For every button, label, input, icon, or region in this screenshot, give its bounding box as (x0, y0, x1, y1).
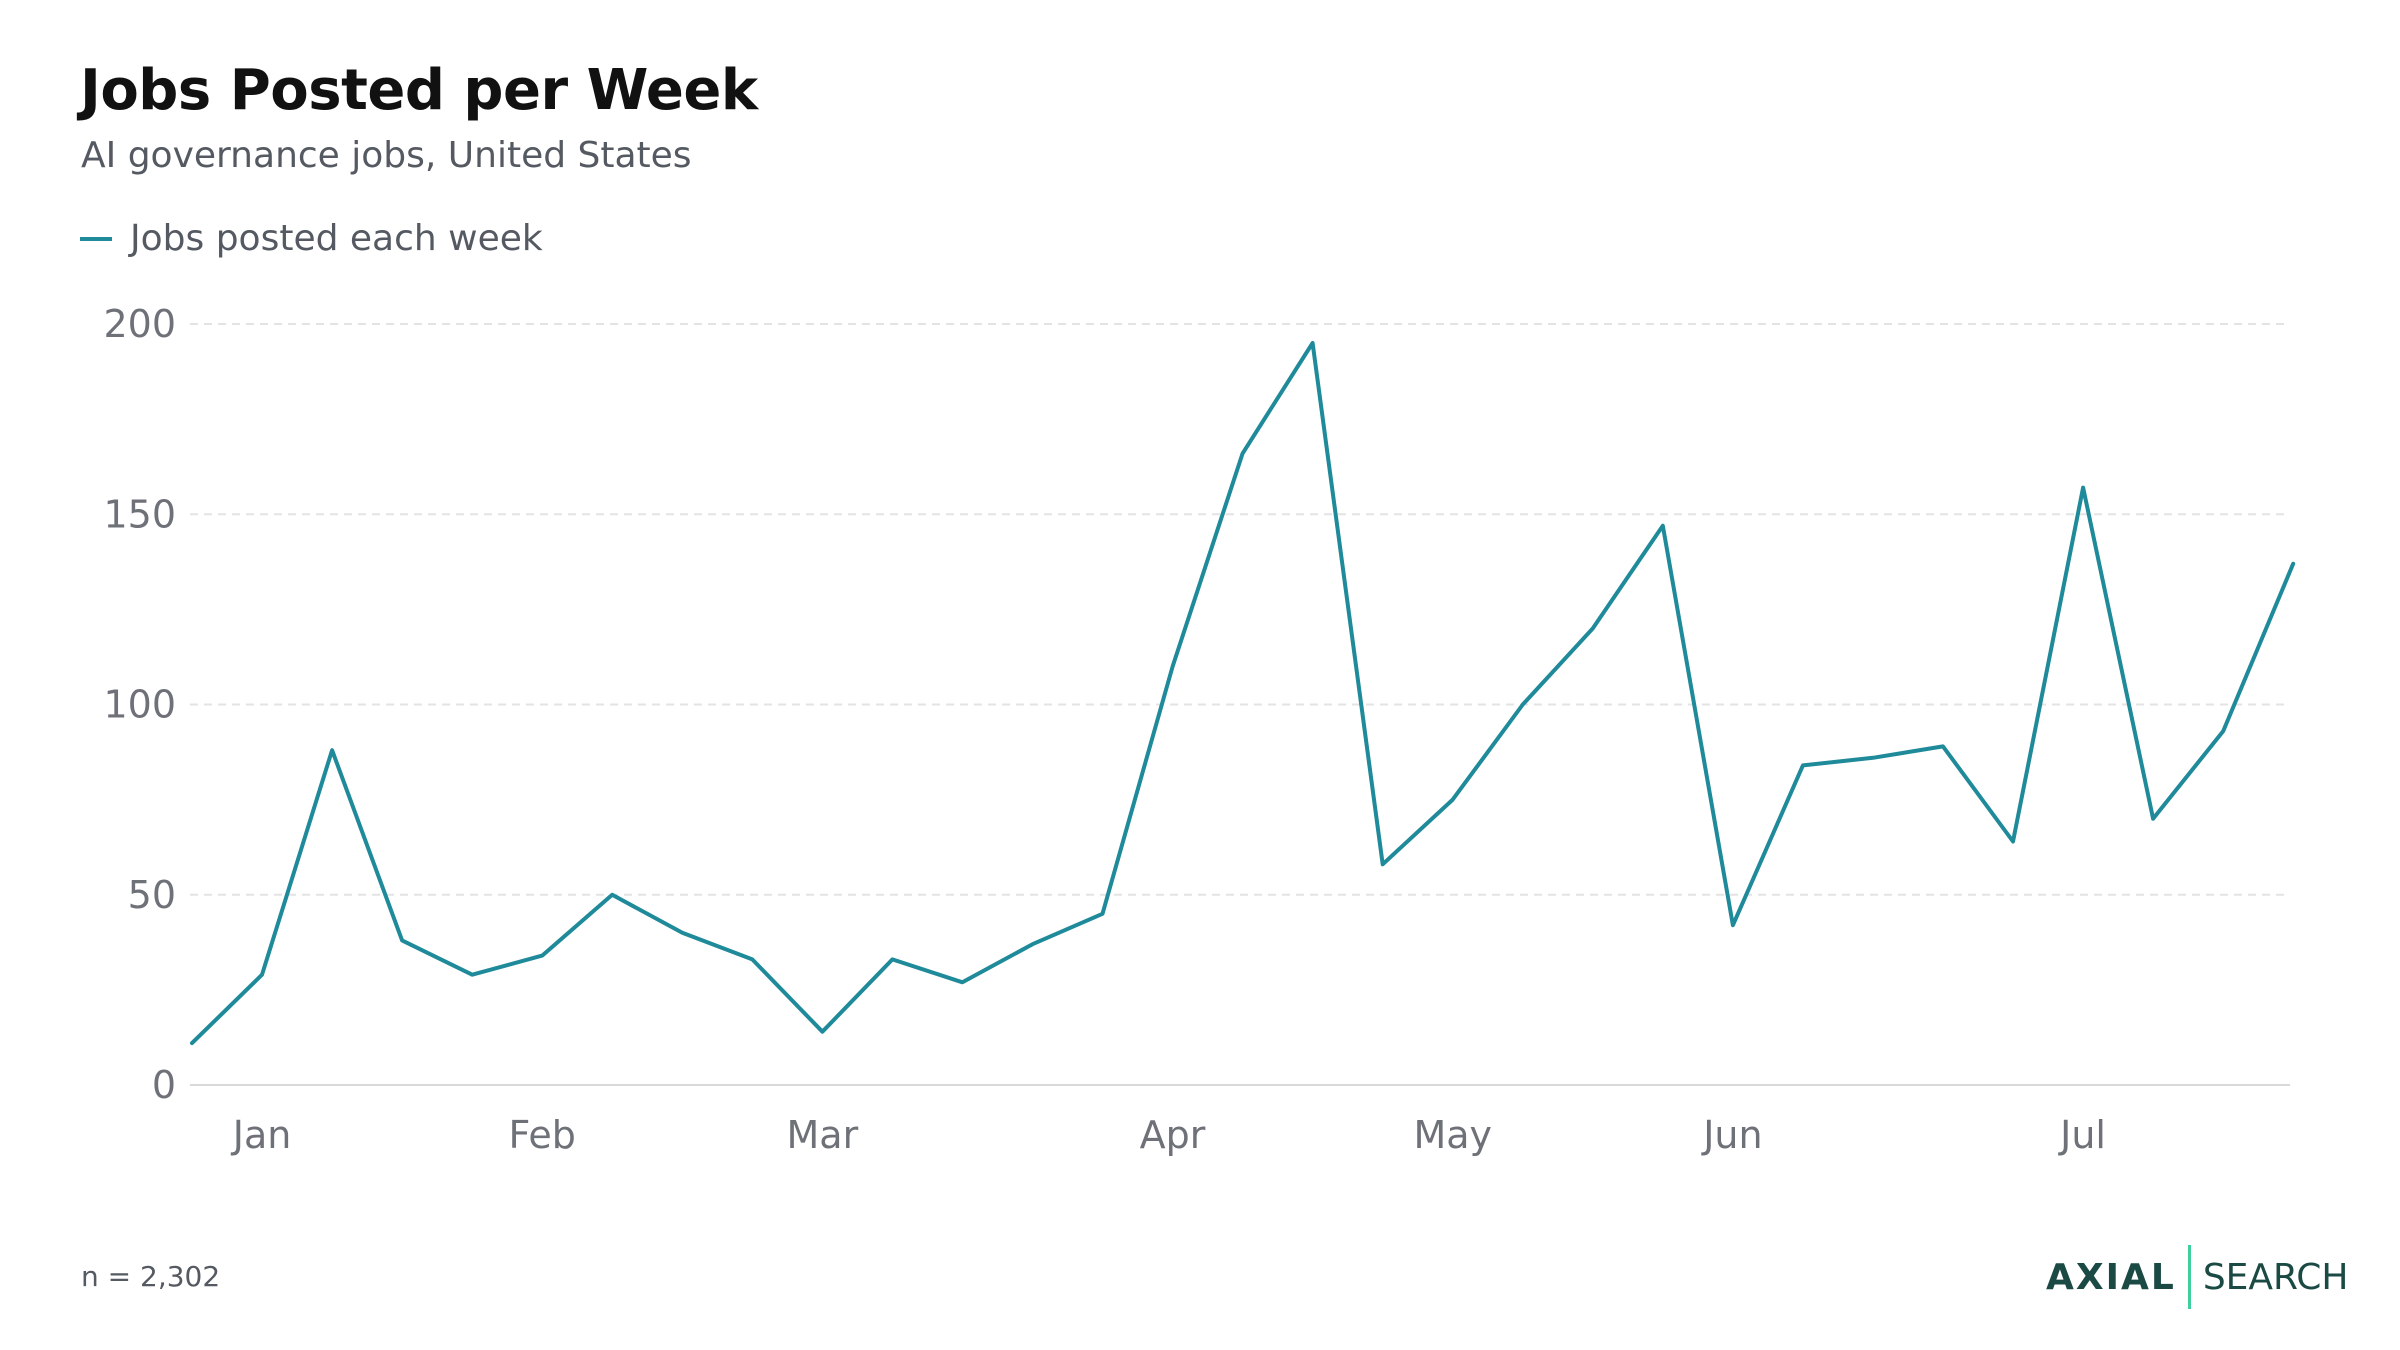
logo-product: SEARCH (2202, 1256, 2349, 1298)
chart-subtitle: AI governance jobs, United States (81, 135, 692, 176)
legend-label: Jobs posted each week (130, 218, 543, 259)
legend: Jobs posted each week (80, 218, 543, 259)
x-tick-label: May (1413, 1113, 1492, 1157)
x-tick-label: Feb (509, 1113, 576, 1157)
sample-size-note: n = 2,302 (81, 1260, 221, 1293)
legend-swatch (80, 236, 112, 241)
x-tick-label: Jul (2058, 1113, 2106, 1157)
chart-title: Jobs Posted per Week (80, 58, 758, 123)
y-tick-label: 100 (103, 683, 176, 727)
series-line (190, 341, 2296, 1046)
y-tick-label: 50 (128, 873, 176, 917)
x-tick-label: Apr (1140, 1113, 1206, 1157)
y-tick-label: 0 (152, 1063, 176, 1107)
logo-brand: AXIAL (2046, 1256, 2176, 1298)
x-tick-label: Jun (1701, 1113, 1762, 1157)
y-tick-label: 150 (103, 492, 176, 536)
x-tick-label: Jan (231, 1113, 292, 1157)
logo-divider (2187, 1245, 2191, 1309)
axial-search-logo: AXIAL SEARCH (2046, 1245, 2348, 1309)
x-tick-label: Mar (787, 1113, 859, 1157)
y-tick-label: 200 (103, 302, 176, 346)
